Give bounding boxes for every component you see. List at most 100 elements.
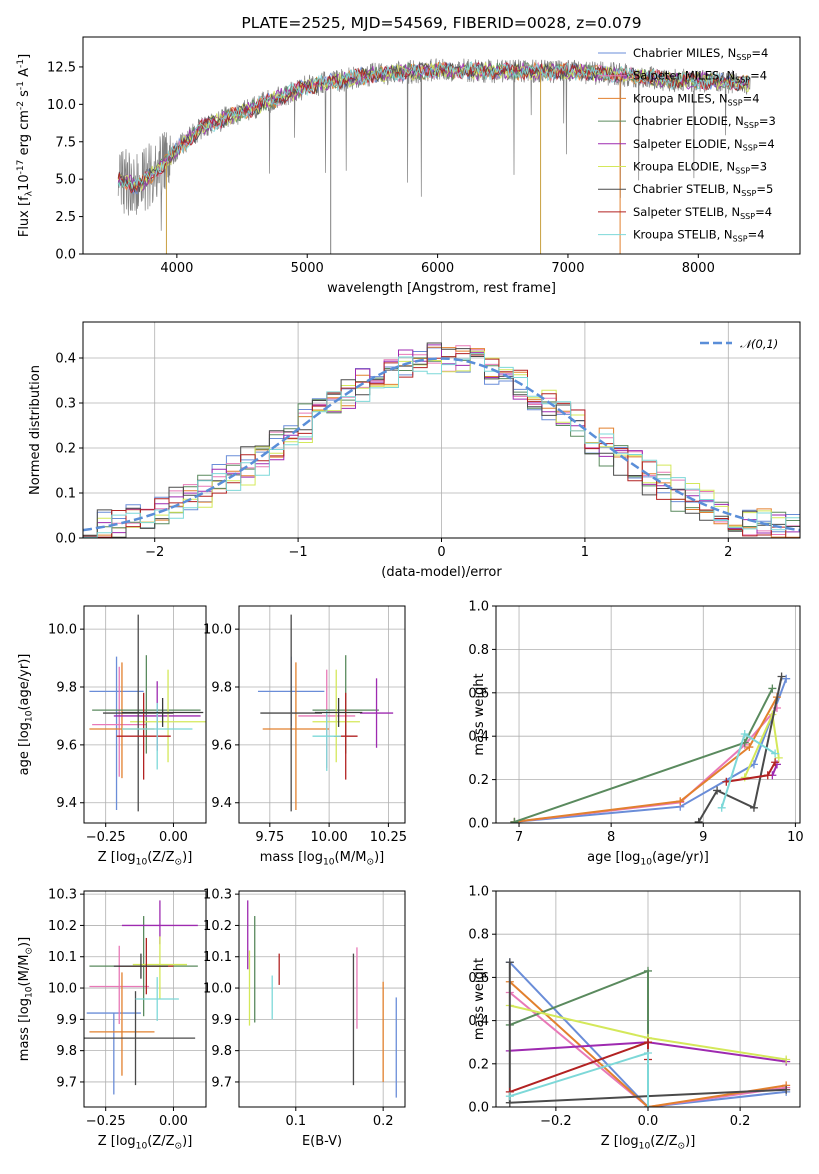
grid-lines: [84, 891, 206, 1107]
axes-age_vs_Z: −0.25 0.00 9.4 9.6 9.8 10.0 Z [log10​(Z/Z⊙​)] a…: [17, 605, 207, 867]
marker-plus: [763, 771, 772, 780]
x-tick-label: 8000: [682, 261, 715, 276]
weight-series: [505, 958, 791, 1107]
y-tick-label: 0.0: [55, 248, 76, 263]
axes-frame: [495, 605, 801, 824]
y-tick-label: 0.6: [468, 971, 489, 986]
weight-lines: [510, 672, 791, 823]
marker-plus: [774, 753, 783, 762]
grid-lines: [496, 605, 800, 824]
y-tick-label: 0.2: [468, 1057, 489, 1072]
weight-line: [509, 991, 787, 1107]
marker-plus: [771, 758, 780, 767]
weight-series: [510, 693, 781, 823]
errorbars: [84, 900, 198, 1095]
x-tick-label: 5000: [291, 261, 324, 276]
marker-plus: [740, 773, 749, 782]
errorbar-point: [312, 669, 360, 763]
x-tick-label: 4000: [160, 261, 193, 276]
legend-label: Kroupa MILES, NSSP​=4: [633, 91, 760, 107]
axes-age_vs_mass: 9.75 10.00 10.25 9.4 9.6 9.8 10.0 mass [log10​(…: [203, 605, 407, 867]
x-axis-label: Z [log10​(Z/Z⊙​)]: [601, 1134, 696, 1151]
y-tick-label: 9.9: [211, 1013, 232, 1028]
y-tick-label: 7.5: [55, 135, 76, 150]
errorbar-point: [314, 698, 363, 727]
legend-label: Kroupa ELODIE, NSSP​=3: [633, 160, 767, 176]
y-tick-label: 9.6: [56, 738, 77, 753]
y-tick-label: 0.4: [468, 1014, 489, 1029]
weight-line: [771, 764, 778, 776]
legend-label: Chabrier MILES, NSSP​=4: [633, 46, 768, 62]
errorbar-point: [86, 1012, 141, 1095]
x-tick-label: −1: [289, 545, 308, 560]
x-tick-label: 7000: [551, 261, 584, 276]
y-tick-label: 9.9: [56, 1013, 77, 1028]
y-tick-label: 10.0: [203, 982, 232, 997]
x-tick-label: 0.00: [159, 830, 188, 845]
errorbar-point: [89, 972, 155, 1076]
weight-line: [509, 961, 787, 1107]
y-tick-label: 0.8: [468, 643, 489, 658]
errorbars: [89, 614, 206, 812]
marker-plus: [694, 817, 703, 823]
legend-label: Salpeter STELIB, NSSP​=4: [633, 205, 772, 221]
weight-series: [505, 1049, 652, 1107]
errorbar-point: [121, 702, 193, 770]
axes-weight_vs_age: 7 8 9 10 0.0 0.2 0.4 0.6 0.8 1.0 age [log10​(age/y…: [468, 600, 803, 868]
x-tick-label: 6000: [421, 261, 454, 276]
y-tick-label: 0.4: [55, 352, 76, 367]
errorbar-point: [135, 977, 179, 1021]
y-tick-label: 10.0: [48, 982, 77, 997]
x-axis-label: Z [log10​(Z/Z⊙​)]: [98, 1134, 193, 1151]
y-tick-label: 0.0: [55, 532, 76, 547]
x-tick-label: 9: [699, 830, 707, 845]
y-tick-label: 9.4: [211, 796, 232, 811]
x-tick-label: 8: [607, 830, 615, 845]
histograms: [83, 342, 800, 538]
y-tick-label: 10.0: [48, 623, 77, 638]
y-tick-label: 0.3: [55, 397, 76, 412]
errorbar-point: [312, 710, 341, 771]
weight-series: [694, 672, 786, 823]
errorbar-point: [359, 678, 394, 748]
y-tick-label: 0.6: [468, 686, 489, 701]
y-tick-label: 0.0: [468, 1101, 489, 1116]
weight-line: [697, 676, 783, 823]
axes-frame: [82, 36, 801, 255]
marker-plus: [505, 1092, 514, 1101]
histogram-step: [83, 353, 800, 538]
marker-plus: [644, 1049, 652, 1057]
y-tick-label: 10.0: [203, 623, 232, 638]
errorbar-point: [262, 662, 330, 810]
axes-mass_vs_ebv: 0.1 0.2 9.7 9.8 9.9 10.0 10.1 10.2 10.3 E(B-V): [203, 888, 406, 1149]
marker-plus: [644, 966, 652, 975]
legend-label: 𝒩(0,1): [740, 337, 778, 351]
errorbar-point: [84, 991, 196, 1086]
x-tick-label: 0.2: [373, 1114, 394, 1129]
marker-plus: [505, 958, 514, 967]
errorbar-point: [130, 669, 206, 763]
errorbars: [247, 900, 397, 1098]
axes-frame: [83, 890, 207, 1108]
marker-plus: [510, 817, 519, 823]
marker-plus: [676, 797, 685, 806]
legend: 𝒩(0,1): [700, 337, 778, 351]
y-tick-label: 0.2: [55, 442, 76, 457]
legend-label: Salpeter ELODIE, NSSP​=4: [633, 137, 775, 153]
axes-frame: [238, 605, 406, 824]
x-tick-label: 0: [437, 545, 445, 560]
errorbars: [257, 614, 394, 812]
y-tick-label: 9.8: [211, 681, 232, 696]
errorbar-point: [89, 945, 150, 1025]
x-tick-label: 0.1: [285, 1114, 306, 1129]
marker-plus: [717, 803, 726, 812]
y-tick-label: 2.5: [55, 210, 76, 225]
y-tick-label: 10.1: [48, 950, 77, 965]
y-tick-label: 0.2: [468, 773, 489, 788]
y-tick-label: 9.7: [56, 1075, 77, 1090]
y-tick-label: 0.1: [55, 487, 76, 502]
axes-mass_vs_Z: −0.25 0.00 9.7 9.8 9.9 10.0 10.1 10.2 10.3 Z [log…: [17, 888, 207, 1151]
axes-weight_vs_Z: −0.2 0.0 0.2 0.0 0.2 0.4 0.6 0.8 1.0 Z [log10​(Z/…: [468, 885, 801, 1151]
x-tick-label: −2: [145, 545, 164, 560]
y-tick-label: 10.0: [47, 98, 76, 113]
